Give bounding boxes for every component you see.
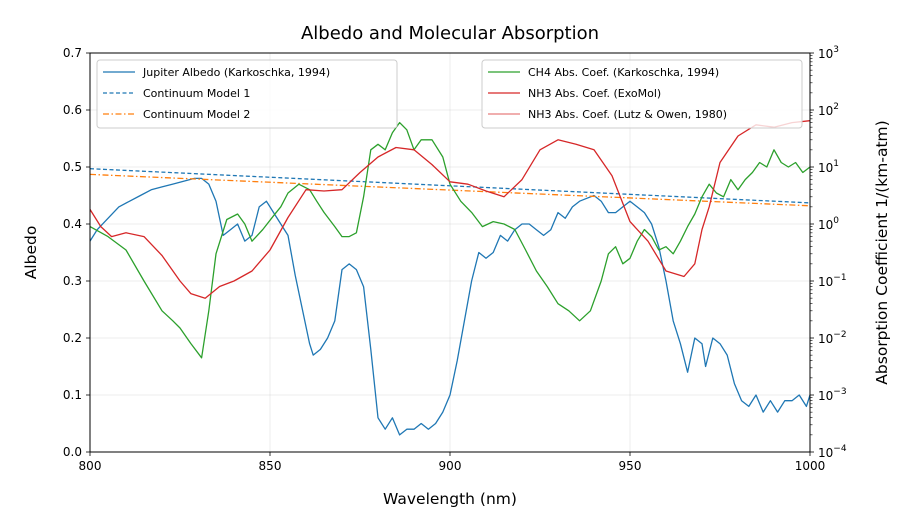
grid (89, 52, 811, 453)
x-axis-ticks: 800 850 900 950 1000 (79, 452, 826, 473)
y-right-tick-label: 103 (818, 45, 839, 61)
y-right-tick-label: 10−1 (818, 273, 847, 289)
legend-label: CH4 Abs. Coef. (Karkoschka, 1994) (528, 66, 719, 79)
series-line-3 (89, 121, 811, 359)
legend-label: Jupiter Albedo (Karkoschka, 1994) (142, 66, 330, 79)
y-right-tick-label: 10−2 (818, 330, 847, 346)
tick-exponent: −2 (833, 330, 846, 340)
y-right-tick-label: 10−4 (818, 444, 847, 460)
legend-label: Continuum Model 1 (143, 87, 250, 100)
y-left-axis-label: Albedo (22, 226, 40, 280)
x-tick-label: 800 (79, 459, 102, 473)
series-line-2 (89, 173, 811, 207)
y-left-tick-label: 0.0 (63, 445, 82, 459)
tick-base: 10 (818, 446, 833, 460)
legend-box (481, 59, 803, 129)
x-tick-label: 850 (259, 459, 282, 473)
tick-base: 10 (818, 218, 833, 232)
tick-base: 10 (818, 47, 833, 61)
x-axis-label: Wavelength (nm) (383, 490, 517, 508)
series-line-4 (89, 120, 811, 299)
x-tick-label: 900 (439, 459, 462, 473)
series-line-1 (89, 168, 811, 204)
x-tick-label: 950 (619, 459, 642, 473)
legend-label: NH3 Abs. Coef. (Lutz & Owen, 1980) (528, 108, 727, 121)
y-left-tick-label: 0.1 (63, 388, 82, 402)
y-right-tick-label: 102 (818, 102, 839, 118)
y-left-tick-label: 0.4 (63, 217, 82, 231)
series-lines (89, 120, 811, 436)
chart-title: Albedo and Molecular Absorption (301, 23, 599, 44)
tick-exponent: 1 (833, 159, 839, 169)
legend-box (96, 59, 398, 129)
tick-base: 10 (818, 104, 833, 118)
y-right-tick-label: 100 (818, 216, 839, 232)
tick-exponent: 0 (833, 216, 839, 226)
tick-exponent: −4 (833, 444, 847, 454)
series-line-0 (89, 177, 811, 436)
y-right-tick-label: 101 (818, 159, 839, 175)
y-left-tick-label: 0.2 (63, 331, 82, 345)
legend-label: NH3 Abs. Coef. (ExoMol) (528, 87, 661, 100)
y-left-tick-label: 0.6 (63, 103, 82, 117)
legend-left: Jupiter Albedo (Karkoschka, 1994) Continu… (96, 59, 398, 129)
tick-base: 10 (818, 332, 833, 346)
y-right-tick-label: 10−3 (818, 387, 847, 403)
tick-exponent: 3 (833, 45, 839, 55)
tick-exponent: −1 (833, 273, 846, 283)
legend-right: CH4 Abs. Coef. (Karkoschka, 1994) NH3 Abs… (481, 59, 803, 129)
legend-label: Continuum Model 2 (143, 108, 250, 121)
tick-base: 10 (818, 275, 833, 289)
y-right-axis-label: Absorption Coefficient 1/(km-atm) (873, 120, 891, 384)
tick-base: 10 (818, 389, 833, 403)
y-left-tick-label: 0.5 (63, 160, 82, 174)
tick-exponent: 2 (833, 102, 839, 112)
y-left-tick-label: 0.3 (63, 274, 82, 288)
tick-exponent: −3 (833, 387, 846, 397)
y-left-axis-ticks: 0.0 0.1 0.2 0.3 0.4 0.5 0.6 0.7 (63, 46, 90, 459)
y-left-tick-label: 0.7 (63, 46, 82, 60)
x-tick-label: 1000 (795, 459, 826, 473)
tick-base: 10 (818, 161, 833, 175)
